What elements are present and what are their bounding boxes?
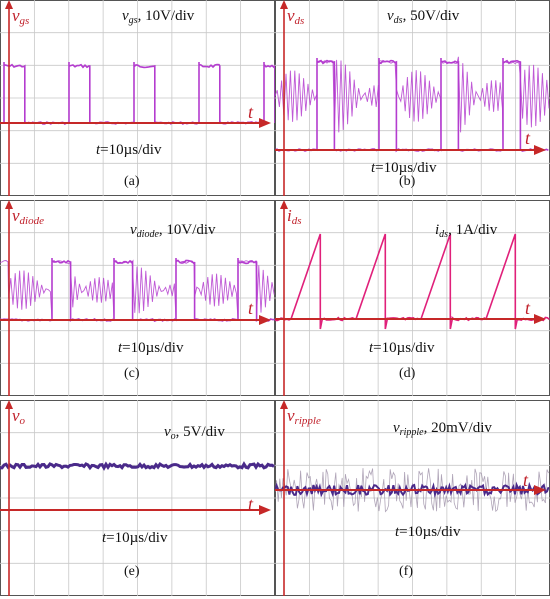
value-axis-arrow bbox=[5, 200, 13, 209]
time-scale-label: t=10µs/div bbox=[369, 340, 435, 356]
scale-label: vds, 50V/div bbox=[387, 8, 460, 26]
grid bbox=[275, 200, 550, 396]
time-axis-symbol: t bbox=[248, 102, 254, 122]
y-axis-label: vripple bbox=[287, 406, 321, 427]
plot-area bbox=[275, 400, 550, 596]
time-axis-arrow bbox=[259, 505, 271, 515]
time-axis-symbol: t bbox=[525, 128, 531, 148]
scale-label: vripple, 20mV/div bbox=[393, 420, 492, 438]
time-scale-label: t=10µs/div bbox=[102, 530, 168, 546]
time-axis-symbol: t bbox=[248, 494, 254, 514]
plot-area bbox=[275, 0, 550, 196]
time-axis-symbol: t bbox=[523, 470, 529, 490]
panel-4: ids ids, 1A/div t t=10µs/div (d) bbox=[275, 200, 550, 396]
scale-label: vgs, 10V/div bbox=[122, 8, 195, 26]
value-axis-arrow bbox=[280, 400, 288, 409]
panel-label: (b) bbox=[399, 174, 416, 189]
plot-area bbox=[275, 200, 550, 396]
plot-area bbox=[0, 400, 275, 596]
y-axis-label: vds bbox=[287, 6, 305, 27]
scale-label: vdiode, 10V/div bbox=[130, 222, 216, 240]
value-axis-arrow bbox=[280, 0, 288, 9]
waveform-ringing bbox=[0, 259, 275, 321]
time-scale-label: t=10µs/div bbox=[371, 160, 437, 176]
scale-label: vo, 5V/div bbox=[164, 424, 225, 442]
plot-area bbox=[0, 200, 275, 396]
panel-1: vgs vgs, 10V/div t t=10µs/div (a) bbox=[0, 0, 275, 196]
y-axis-label: vo bbox=[12, 406, 26, 427]
panel-label: (f) bbox=[399, 564, 413, 579]
y-axis-label: vgs bbox=[12, 6, 30, 27]
scale-label: ids, 1A/div bbox=[435, 222, 498, 240]
time-axis-symbol: t bbox=[248, 298, 254, 318]
waveform-trace bbox=[0, 259, 275, 321]
y-axis-label: vdiode bbox=[12, 206, 44, 227]
waveform-trace bbox=[0, 461, 275, 471]
plot-area bbox=[0, 0, 275, 196]
panel-3: vdiode vdiode, 10V/div t t=10µs/div (c) bbox=[0, 200, 275, 396]
y-axis-label: ids bbox=[287, 206, 302, 227]
time-axis-arrow bbox=[534, 485, 546, 495]
panel-label: (e) bbox=[124, 564, 140, 579]
value-axis-arrow bbox=[5, 400, 13, 409]
value-axis-arrow bbox=[280, 200, 288, 209]
time-scale-label: t=10µs/div bbox=[96, 142, 162, 158]
time-axis-arrow bbox=[534, 314, 546, 324]
time-axis-arrow bbox=[534, 145, 546, 155]
panel-6: vripple vripple, 20mV/div t t=10µs/div (f) bbox=[275, 400, 550, 596]
time-axis-symbol: t bbox=[525, 298, 531, 318]
panel-label: (d) bbox=[399, 366, 416, 381]
panel-5: vo vo, 5V/div t t=10µs/div (e) bbox=[0, 400, 275, 596]
panel-2: vds vds, 50V/div t t=10µs/div (b) bbox=[275, 0, 550, 196]
time-scale-label: t=10µs/div bbox=[118, 340, 184, 356]
time-axis-arrow bbox=[259, 315, 271, 325]
value-axis-arrow bbox=[5, 0, 13, 9]
panel-label: (c) bbox=[124, 366, 140, 381]
panel-label: (a) bbox=[124, 174, 140, 189]
time-scale-label: t=10µs/div bbox=[395, 524, 461, 540]
time-axis-arrow bbox=[259, 118, 271, 128]
grid bbox=[0, 400, 275, 596]
